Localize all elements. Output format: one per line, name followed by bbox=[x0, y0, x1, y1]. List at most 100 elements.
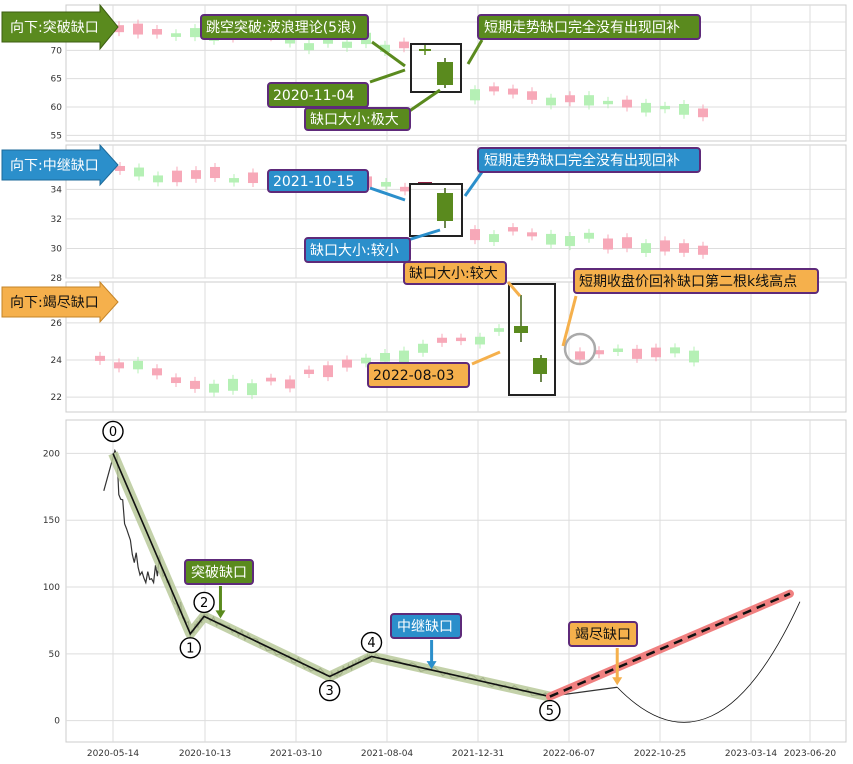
arrow-line bbox=[471, 350, 501, 366]
candle-body bbox=[133, 360, 143, 370]
wave-point-label: 2 bbox=[200, 596, 208, 611]
candle-body bbox=[641, 243, 651, 253]
gap-panel-runaway: 28 30 32 34 bbox=[51, 144, 847, 284]
label-box bbox=[200, 14, 369, 40]
candle-body bbox=[698, 108, 708, 118]
candle-body bbox=[565, 236, 575, 247]
candle-body bbox=[152, 29, 162, 35]
tag-breakaway: 向下:突破缺口 bbox=[1, 3, 119, 51]
label-box bbox=[568, 621, 638, 647]
gap-candle-body bbox=[533, 358, 547, 374]
candle-body bbox=[115, 165, 125, 171]
wave-point-marker bbox=[360, 631, 383, 654]
candle-body bbox=[228, 378, 238, 391]
candle-body bbox=[361, 357, 371, 364]
candle-body bbox=[475, 336, 485, 345]
gap-arrow-head bbox=[215, 610, 226, 619]
gap-label-runaway: 中继缺口 bbox=[397, 619, 453, 635]
y-tick-label: 60 bbox=[51, 103, 63, 113]
arrow-line bbox=[407, 228, 441, 242]
gap-candle-body bbox=[419, 49, 431, 51]
arrow-line bbox=[561, 295, 578, 347]
candle-body bbox=[152, 368, 162, 376]
candle-body bbox=[209, 383, 219, 393]
candle-body bbox=[190, 28, 200, 38]
forecast-curve bbox=[616, 601, 801, 723]
x-tick-label: 2022-06-07 bbox=[543, 749, 595, 759]
date-label: 2022-08-03 bbox=[373, 368, 454, 384]
label-box bbox=[477, 147, 701, 173]
y-tick-label: 22 bbox=[51, 393, 62, 403]
candle-body bbox=[304, 369, 314, 375]
candle-body bbox=[641, 102, 651, 113]
label-box bbox=[184, 559, 254, 585]
panel-frame bbox=[65, 4, 847, 142]
candle-body bbox=[575, 351, 585, 360]
candle-body bbox=[190, 380, 200, 389]
label-box bbox=[304, 237, 411, 263]
x-tick-label: 2021-08-04 bbox=[361, 749, 414, 759]
note-label: 短期走势缺口完全没有出现回补 bbox=[484, 152, 680, 169]
x-tick-label: 2020-10-13 bbox=[179, 749, 231, 759]
candle-body bbox=[613, 348, 623, 352]
x-tick-label: 2020-05-14 bbox=[87, 749, 140, 759]
tag-label: 向下:突破缺口 bbox=[10, 20, 99, 36]
candle-body bbox=[114, 25, 124, 33]
tag-label: 向下:中继缺口 bbox=[10, 158, 99, 174]
wave-point-label: 0 bbox=[109, 425, 117, 440]
candle-body bbox=[399, 41, 409, 49]
candle-body bbox=[508, 227, 518, 232]
gap-candle-body bbox=[437, 62, 453, 85]
candle-body bbox=[323, 365, 333, 378]
candle-body bbox=[698, 245, 708, 255]
panel1-annotations: 2021-10-15 短期走势缺口完全没有出现回补 缺口大小:较小 bbox=[267, 147, 701, 263]
wave-point-label: 4 bbox=[367, 636, 375, 651]
candle-body bbox=[527, 232, 537, 237]
wave-point-label: 5 bbox=[546, 704, 554, 719]
gap-panel-exhaustion: 22 24 26 bbox=[51, 281, 847, 413]
x-tick-label: 2021-12-31 bbox=[452, 749, 504, 759]
y-tick-label: 70 bbox=[51, 46, 63, 56]
candle-body bbox=[134, 167, 144, 177]
candle-body bbox=[380, 44, 390, 53]
gap-arrow-head bbox=[426, 661, 437, 670]
date-label: 2020-11-04 bbox=[273, 88, 354, 104]
panel0-annotations: 跳空突破:波浪理论(5浪) 短期走势缺口完全没有出现回补 2020-11-04 … bbox=[200, 14, 701, 131]
candle-body bbox=[171, 377, 181, 384]
candle-body bbox=[660, 105, 670, 110]
x-tick-label: 2022-10-25 bbox=[634, 749, 686, 759]
candle-body bbox=[679, 243, 689, 253]
x-tick-label: 2023-06-20 bbox=[784, 749, 837, 759]
wave-point-marker bbox=[193, 591, 215, 614]
gap-highlight-box bbox=[409, 183, 463, 237]
gap-panel-breakaway: 5560657075 bbox=[51, 4, 847, 142]
candle-body bbox=[380, 352, 390, 362]
note-label: 短期收盘价回补缺口第二根k线高点 bbox=[579, 273, 797, 290]
gap-candle-body bbox=[514, 326, 528, 333]
gap-arrow-head bbox=[612, 677, 623, 686]
tag-runaway: 向下:中继缺口 bbox=[1, 143, 119, 187]
arrow-line bbox=[369, 186, 406, 202]
candle-body bbox=[489, 234, 499, 243]
tag-arrow-shape bbox=[1, 143, 119, 187]
panel-frame bbox=[65, 144, 847, 279]
candle-body bbox=[285, 379, 295, 389]
candle-body bbox=[285, 38, 295, 44]
gap-label-exhaustion: 竭尽缺口 bbox=[575, 627, 631, 643]
candle-body bbox=[114, 362, 124, 369]
arrow-line bbox=[407, 88, 441, 114]
theory-label: 跳空突破:波浪理论(5浪) bbox=[206, 20, 357, 36]
y-tick-label: 26 bbox=[51, 319, 63, 329]
panel-frame bbox=[65, 281, 847, 413]
candle-body bbox=[508, 88, 518, 95]
y-tick-label: 55 bbox=[51, 131, 62, 141]
size-label: 缺口大小:极大 bbox=[310, 112, 399, 128]
candle-body bbox=[603, 100, 613, 105]
y-tick-label: 28 bbox=[51, 274, 63, 284]
refill-marker-circle bbox=[563, 332, 597, 366]
arrow-line bbox=[506, 281, 522, 297]
candle-body bbox=[494, 328, 504, 332]
label-box bbox=[573, 268, 819, 294]
candle-body bbox=[229, 178, 239, 183]
